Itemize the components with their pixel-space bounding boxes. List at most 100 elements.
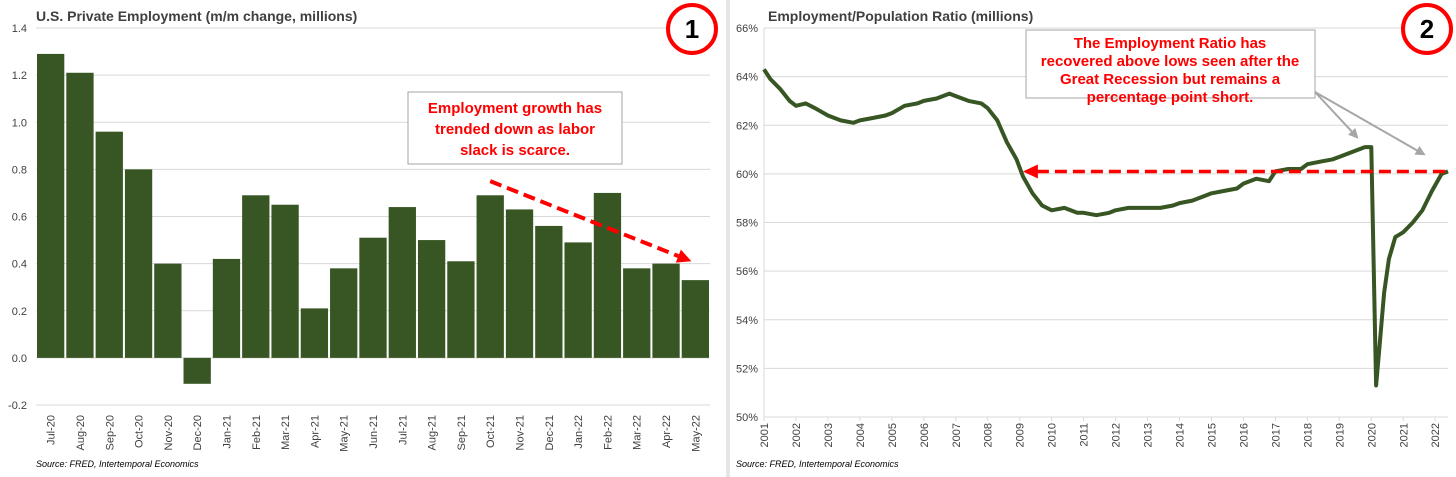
chart-title: U.S. Private Employment (m/m change, mil… [36, 8, 357, 24]
source-note: Source: FRED, Intertemporal Economics [736, 459, 899, 469]
y-tick-label: 0.4 [12, 259, 27, 271]
bar [124, 169, 153, 358]
trend-arrow-head [675, 249, 692, 263]
bar [505, 209, 534, 358]
x-tick-label: 2022 [1430, 423, 1442, 447]
x-tick-label: Jul-21 [397, 415, 409, 445]
x-tick-label: Dec-20 [192, 415, 204, 450]
x-tick-label: 2012 [1111, 423, 1123, 447]
x-tick-label: 2008 [983, 423, 995, 447]
annotation-line: trended down as labor [435, 121, 595, 138]
annotation-line: Great Recession but remains a [1060, 71, 1281, 88]
bar [476, 195, 504, 358]
x-tick-labels: Jul-20 Aug-20 Sep-20 Oct-20 Nov-20 Dec-20 Jan-… [46, 415, 703, 452]
annotation-line: slack is scarce. [460, 142, 570, 159]
x-tick-label: Nov-20 [163, 415, 175, 450]
x-tick-label: 2013 [1143, 423, 1155, 447]
x-tick-label: 2021 [1398, 423, 1410, 447]
x-tick-label: Sep-21 [456, 415, 468, 450]
x-tick-label: Mar-22 [632, 415, 644, 450]
y-tick-label: 54% [736, 315, 758, 327]
gridlines [763, 27, 1448, 418]
x-tick-label: Apr-22 [661, 415, 673, 448]
y-tick-label: 1.4 [12, 23, 27, 35]
y-tick-label: 56% [736, 266, 758, 278]
y-tick-label: 0.8 [12, 164, 27, 176]
y-tick-labels: 50% 52% 54% 56% 58% 60% 62% 64% 66% [736, 23, 758, 424]
callout-arrow-shaft [1314, 91, 1418, 152]
x-tick-label: Jan-22 [573, 415, 585, 449]
annotation-box: The Employment Ratio has recovered above… [1025, 29, 1316, 106]
bar [388, 207, 416, 358]
y-tick-label: 0.6 [12, 212, 27, 224]
number-badge: 2 [1401, 3, 1453, 55]
bar [37, 53, 65, 358]
x-tick-label: 2003 [823, 423, 835, 447]
y-tick-label: 52% [736, 363, 758, 375]
x-tick-label: 2009 [1015, 423, 1027, 447]
bar [359, 237, 387, 358]
x-tick-label: 2011 [1079, 423, 1091, 447]
x-tick-label: 2007 [951, 423, 963, 447]
x-tick-label: 2004 [855, 423, 867, 447]
annotation-line: Employment growth has [428, 100, 602, 117]
x-tick-labels: 2001 2002 2003 2004 2005 2006 2007 2008 2009 2010… [759, 417, 1442, 447]
x-tick-label: 2010 [1047, 423, 1059, 447]
x-tick-label: 2001 [759, 423, 771, 447]
line-chart-svg: Employment/Population Ratio (millions) 5… [736, 3, 1453, 469]
trend-arrow [489, 179, 692, 263]
x-tick-label: 2018 [1302, 423, 1314, 447]
annotation-line: The Employment Ratio has [1074, 35, 1267, 52]
x-tick-label: 2020 [1366, 423, 1378, 447]
callout-arrow-head [1348, 127, 1359, 139]
chart-panel-employment-change: U.S. Private Employment (m/m change, mil… [0, 0, 726, 477]
x-tick-label: Apr-21 [309, 415, 321, 448]
series-line-path [762, 68, 1449, 388]
trend-arrow-shaft [489, 179, 680, 258]
callout-arrow-shaft [1314, 91, 1353, 133]
x-tick-label: Nov-21 [515, 415, 527, 450]
y-tick-label: 62% [736, 120, 758, 132]
bar [271, 204, 299, 358]
bar [681, 280, 709, 358]
source-note: Source: FRED, Intertemporal Economics [36, 459, 199, 469]
annotation-line: percentage point short. [1087, 89, 1254, 106]
x-tick-label: May-22 [690, 415, 702, 452]
x-tick-label: Oct-21 [485, 415, 497, 448]
callout-arrow-head [1414, 145, 1426, 156]
x-tick-label: May-21 [339, 415, 351, 452]
y-tick-label: 1.2 [12, 70, 27, 82]
bar [66, 72, 94, 358]
bar [154, 263, 182, 358]
x-tick-label: 2005 [887, 423, 899, 447]
y-tick-label: 64% [736, 72, 758, 84]
x-tick-label: 2014 [1175, 423, 1187, 447]
y-tick-label: 60% [736, 169, 758, 181]
panel-divider [726, 0, 730, 477]
bar [417, 240, 446, 358]
annotation-line: recovered above lows seen after the [1041, 53, 1299, 70]
svg-text:2: 2 [1420, 14, 1434, 44]
annotation-box: Employment growth has trended down as la… [407, 91, 623, 165]
x-tick-label: Jun-21 [368, 415, 380, 449]
x-tick-label: Mar-21 [280, 415, 292, 450]
bar [652, 263, 680, 358]
x-tick-label: 2006 [919, 423, 931, 447]
y-tick-label: 50% [736, 412, 758, 424]
bar [447, 261, 475, 358]
x-tick-label: Jan-21 [221, 415, 233, 449]
bar [330, 268, 358, 358]
y-tick-labels: -0.2 0.0 0.2 0.4 0.6 0.8 1.0 1.2 1.4 [8, 23, 27, 412]
chart-panel-employment-ratio: Employment/Population Ratio (millions) 5… [730, 0, 1456, 477]
chart-title: Employment/Population Ratio (millions) [768, 8, 1033, 24]
reference-arrow [1022, 164, 1448, 179]
x-tick-label: Feb-21 [251, 415, 263, 450]
y-tick-label: -0.2 [8, 400, 27, 412]
x-tick-label: Sep-20 [104, 415, 116, 450]
x-tick-label: Aug-20 [75, 415, 87, 450]
y-tick-label: 0.2 [12, 306, 27, 318]
x-tick-label: 2002 [791, 423, 803, 447]
x-tick-label: 2016 [1238, 423, 1250, 447]
bar [183, 357, 211, 384]
bar [212, 258, 241, 358]
